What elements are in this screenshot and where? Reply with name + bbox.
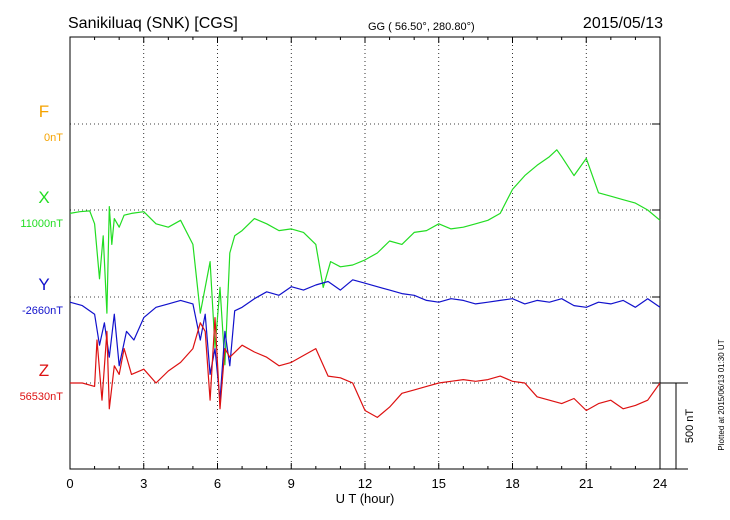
- trace-y: [69, 279, 661, 401]
- x-tick-labels: 0 3 6 9 12 15 18 21 24: [66, 476, 667, 491]
- channel-name-f: F: [39, 102, 49, 121]
- x-tick-label: 6: [214, 476, 221, 491]
- x-axis-label: U T (hour): [336, 491, 395, 506]
- channel-labels: F 0nT X 11000nT Y -2660nT Z 56530nT: [20, 102, 64, 403]
- plot-frame: [69, 36, 661, 470]
- x-tick-label: 9: [288, 476, 295, 491]
- x-tick-label: 21: [579, 476, 593, 491]
- trace-group: [69, 149, 661, 418]
- station-coords: GG ( 56.50°, 280.80°): [368, 21, 475, 33]
- channel-baseline-z: 56530nT: [20, 391, 64, 403]
- channel-baseline-f: 0nT: [44, 132, 63, 144]
- scale-bar-label: 500 nT: [684, 409, 696, 444]
- trace-x: [69, 149, 661, 366]
- x-tick-label: 0: [66, 476, 73, 491]
- station-title: Sanikiluaq (SNK) [CGS]: [68, 15, 238, 32]
- channel-baseline-y: -2660nT: [22, 305, 63, 317]
- scale-bar: 500 nT: [660, 382, 696, 470]
- x-tick-label: 12: [358, 476, 372, 491]
- channel-name-y: Y: [38, 275, 49, 294]
- grid-group: [69, 37, 661, 469]
- channel-name-x: X: [38, 188, 49, 207]
- channel-baseline-x: 11000nT: [20, 218, 63, 230]
- channel-name-z: Z: [39, 361, 49, 380]
- date-label: 2015/05/13: [583, 15, 663, 32]
- trace-z: [70, 317, 661, 418]
- x-tick-label: 18: [505, 476, 519, 491]
- plotted-note: Plotted at 2015/06/13 01:30 UT: [717, 339, 726, 450]
- x-tick-label: 3: [140, 476, 147, 491]
- x-tick-label: 15: [432, 476, 446, 491]
- x-tick-label: 24: [653, 476, 667, 491]
